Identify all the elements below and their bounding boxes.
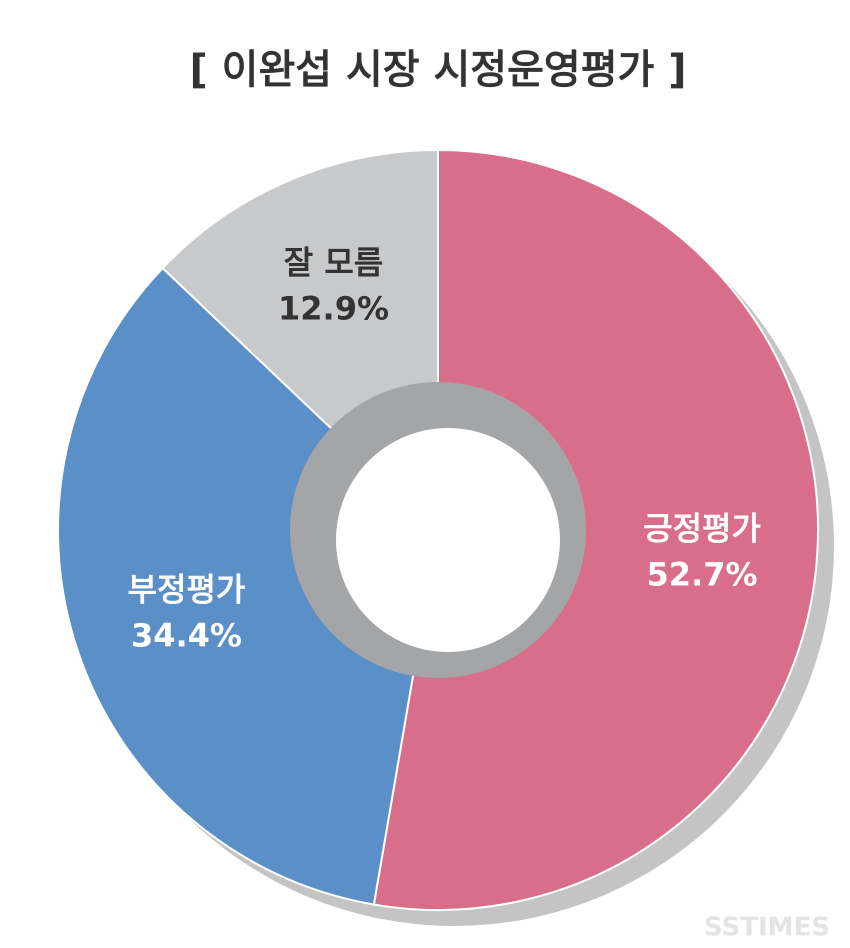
slice-value: 34.4% xyxy=(131,616,242,654)
slice-name: 잘 모름 xyxy=(284,243,383,281)
slice-value: 12.9% xyxy=(278,289,389,327)
slice xyxy=(57,266,440,906)
watermark: SSTIMES xyxy=(704,913,830,943)
hole xyxy=(336,428,560,652)
slice-value: 52.7% xyxy=(647,555,758,593)
slice xyxy=(372,148,819,911)
slices xyxy=(57,148,819,911)
slice-name: 긍정평가 xyxy=(643,509,761,547)
slice-name: 부정평가 xyxy=(128,570,246,608)
labels: 긍정평가 52.7% 부정평가 34.4% 잘 모름 12.9% xyxy=(128,243,761,654)
chart-title: [ 이완섭 시장 시정운영평가 ] xyxy=(189,47,686,93)
